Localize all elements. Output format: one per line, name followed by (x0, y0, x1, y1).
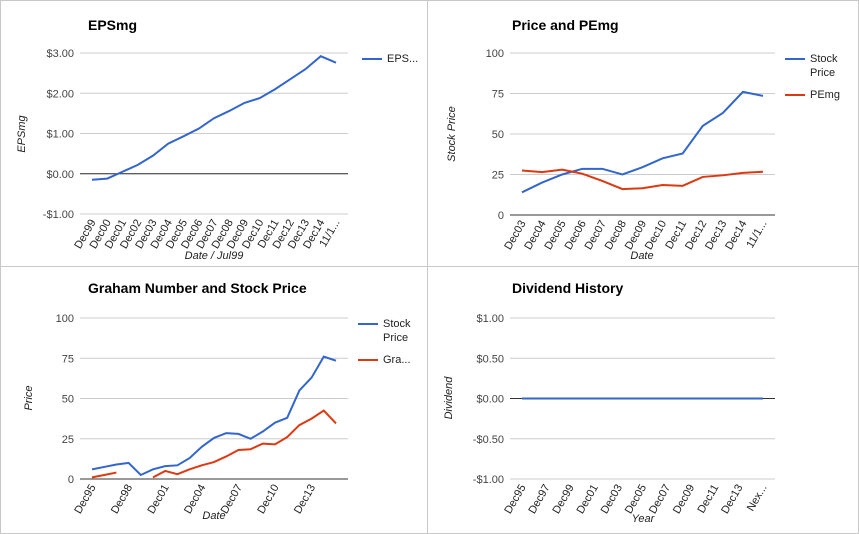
x-tick-label: Dec11 (696, 483, 722, 516)
x-tick-label: Dec05 (623, 483, 649, 517)
x-tick-label: Dec98 (109, 483, 135, 517)
x-tick-label: Dec07 (219, 483, 245, 517)
x-tick-label: Nex... (745, 483, 770, 514)
x-tick-label: Dec10 (255, 483, 281, 517)
y-tick-label: $0.00 (46, 169, 74, 181)
line (91, 355, 337, 477)
x-tick-label: Dec99 (551, 483, 577, 517)
legend-label: Stock Price (383, 318, 411, 344)
y-tick-label: 100 (486, 48, 504, 60)
y-tick-label: $1.00 (46, 129, 74, 141)
y-tick-label: -$1.00 (43, 209, 74, 221)
y-tick-label: 100 (56, 313, 74, 325)
x-tick-label: Dec01 (146, 483, 172, 517)
x-tick-label: Dec95 (72, 483, 98, 517)
legend-label: Stock Price (810, 53, 838, 79)
y-tick-label: $1.00 (476, 313, 504, 325)
x-tick-label: Dec09 (671, 483, 697, 517)
x-axis-label: Date (630, 250, 653, 262)
x-tick-label: Dec07 (647, 483, 673, 517)
y-tick-label: 0 (498, 210, 504, 222)
y-tick-label: 75 (492, 89, 504, 101)
x-tick-label: Dec97 (526, 483, 552, 517)
y-tick-label: 50 (62, 394, 74, 406)
x-tick-label: Dec01 (575, 483, 601, 517)
y-axis-label: Stock Price (446, 106, 458, 162)
line (521, 168, 764, 191)
legend-label: Gra... (383, 354, 411, 366)
y-tick-label: 0 (68, 474, 74, 486)
chart-title: EPSmg (88, 17, 137, 33)
x-tick-label: Dec03 (599, 483, 625, 517)
chart-title: Graham Number and Stock Price (88, 280, 307, 296)
x-tick-label: Dec95 (502, 483, 528, 517)
y-tick-label: $2.00 (46, 88, 74, 100)
x-tick-label: Dec13 (292, 483, 318, 517)
line (521, 90, 764, 194)
chart-title: Dividend History (512, 280, 623, 296)
y-axis-label: EPSmg (16, 114, 28, 152)
y-tick-label: 50 (492, 129, 504, 141)
y-tick-label: $0.50 (476, 353, 504, 365)
y-tick-label: $3.00 (46, 48, 74, 60)
y-tick-label: 75 (62, 353, 74, 365)
y-axis-label: Dividend (443, 376, 455, 420)
y-tick-label: $0.00 (476, 394, 504, 406)
y-axis-label: Price (23, 385, 35, 410)
x-tick-label: Dec13 (719, 483, 745, 517)
line (91, 55, 337, 181)
y-tick-label: -$0.50 (473, 434, 504, 446)
y-tick-label: -$1.00 (473, 474, 504, 486)
x-axis-label: Date / Jul99 (185, 250, 244, 262)
legend-label: EPS... (387, 53, 419, 65)
y-tick-label: 25 (492, 170, 504, 182)
x-tick-label: 11/1... (744, 219, 769, 251)
x-axis-label: Date (202, 510, 225, 522)
chart-title: Price and PEmg (512, 17, 619, 33)
x-axis-label: Year (632, 513, 656, 525)
y-tick-label: 25 (62, 434, 74, 446)
line (91, 409, 337, 479)
legend-label: PEmg (810, 89, 840, 101)
